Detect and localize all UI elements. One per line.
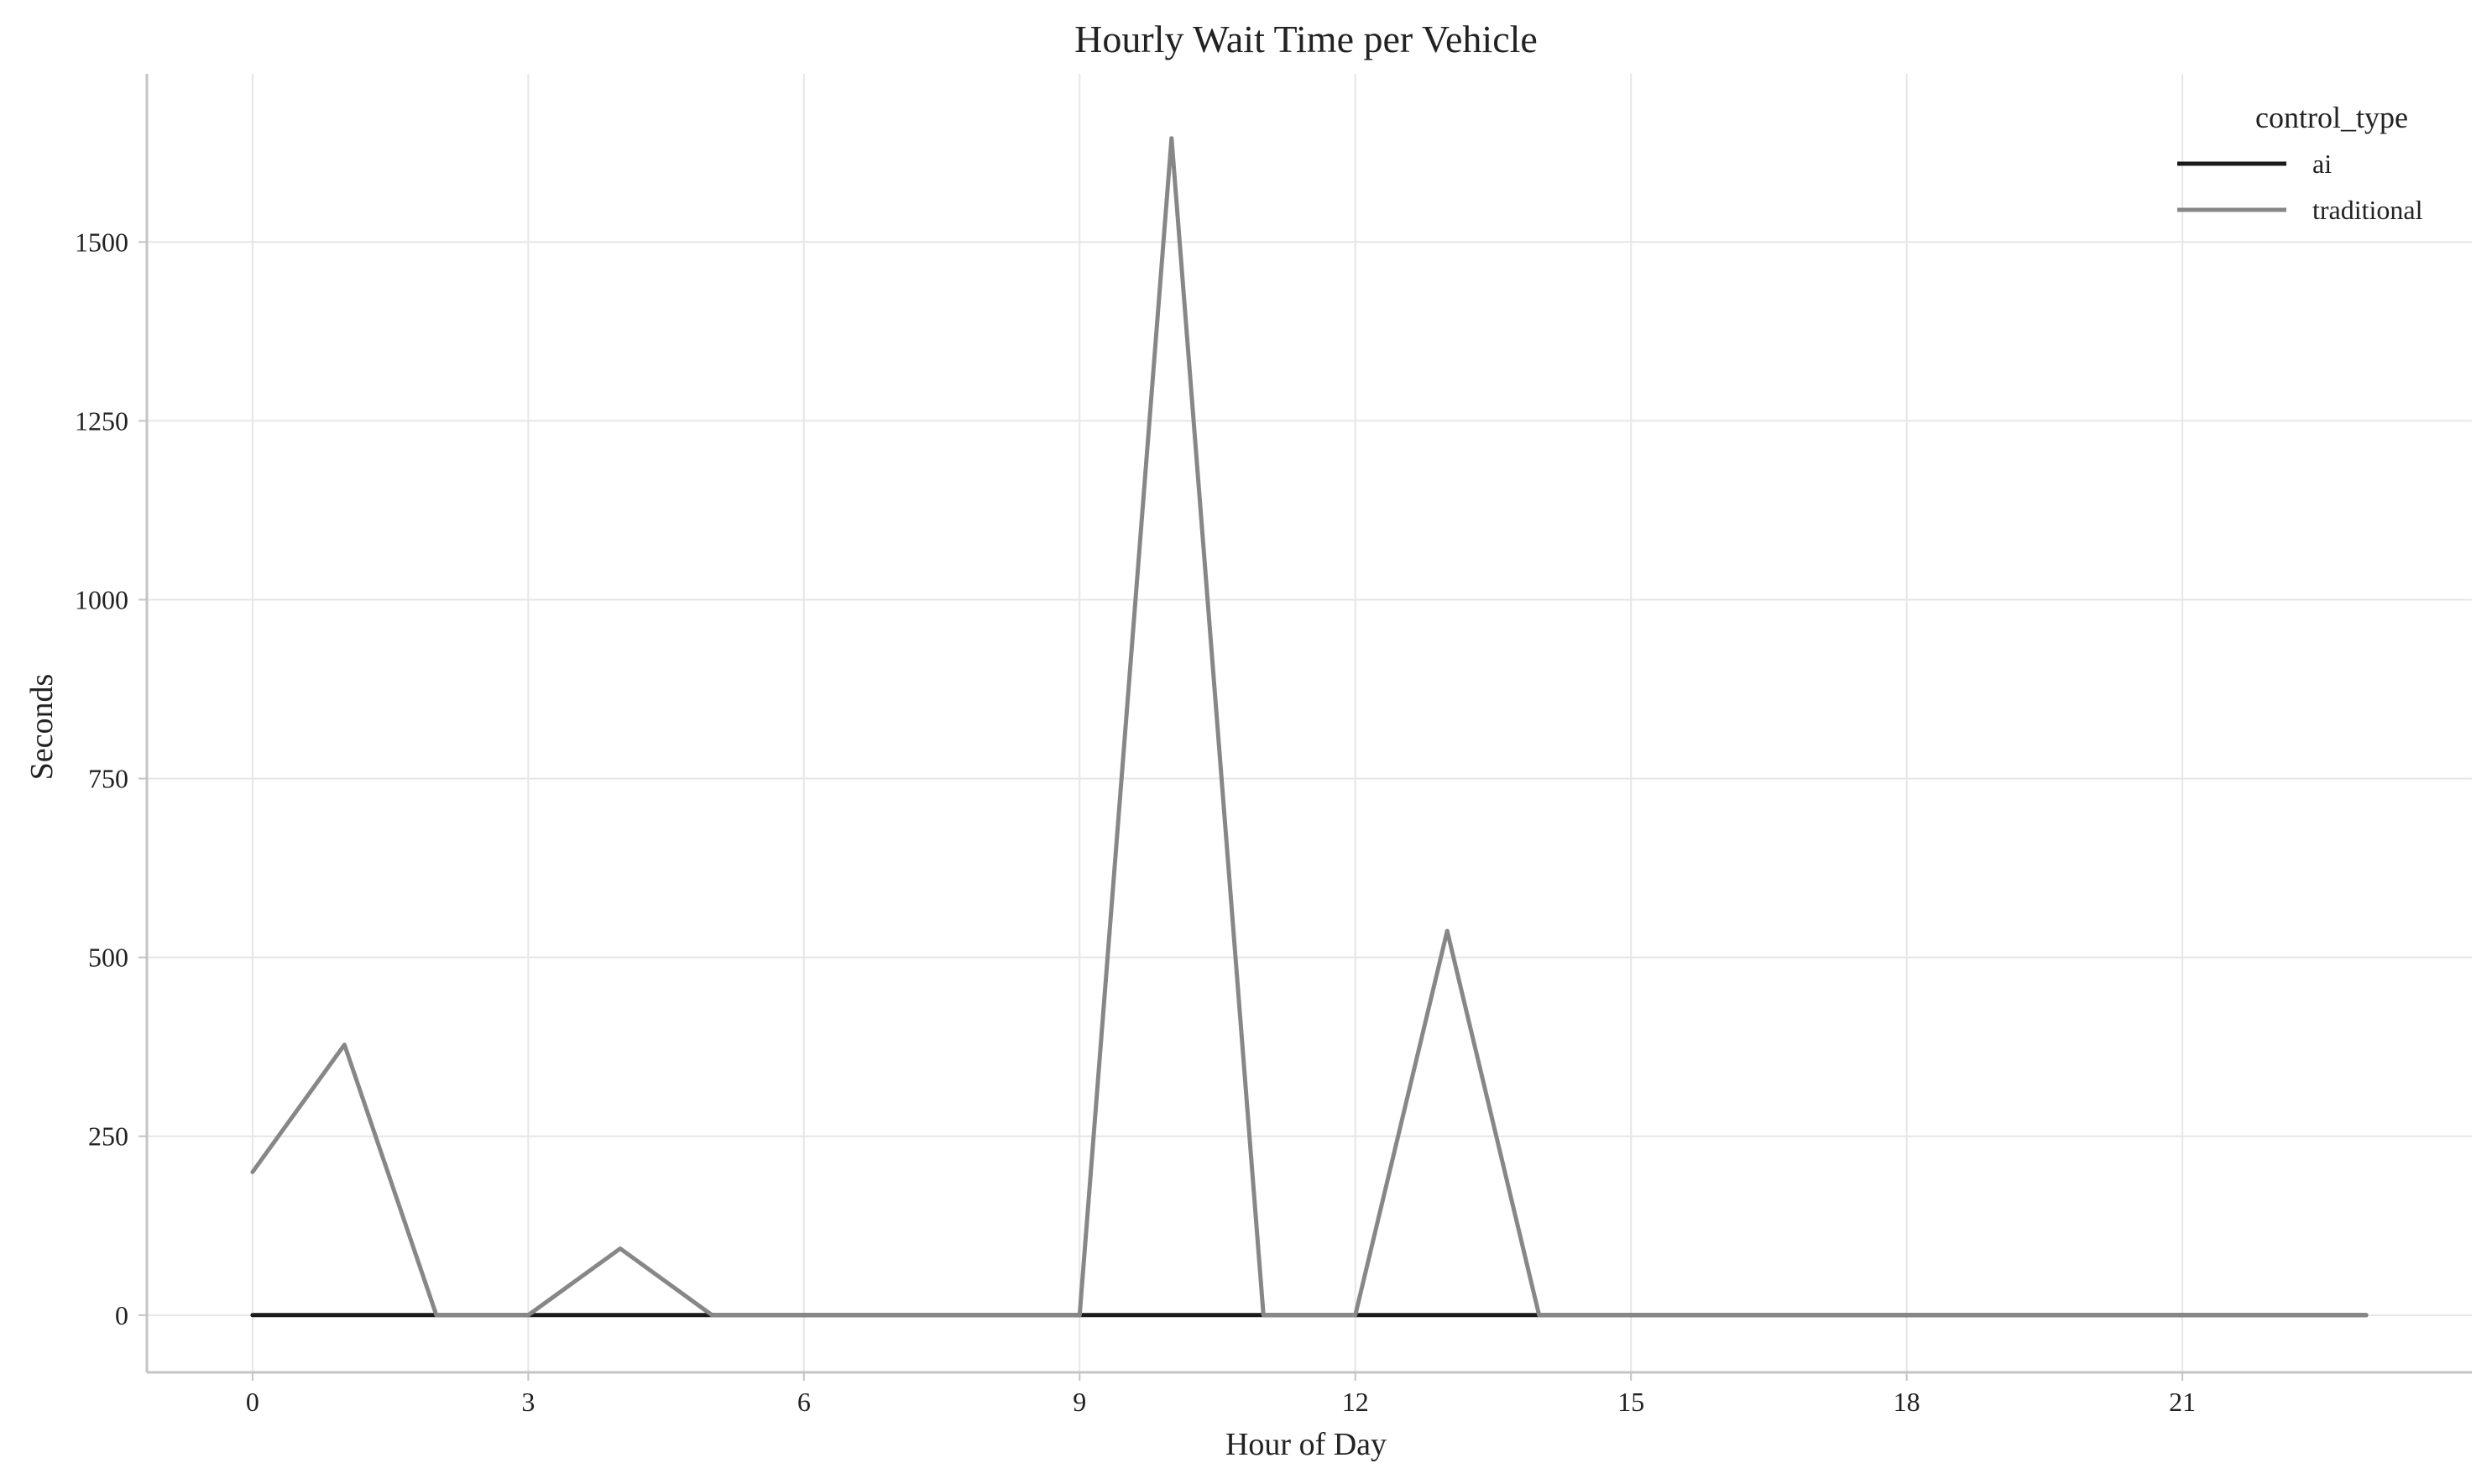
x-tick-label: 12: [1342, 1387, 1369, 1417]
x-axis-label: Hour of Day: [1225, 1427, 1387, 1462]
legend-title: control_type: [2255, 101, 2408, 134]
x-tick-label: 0: [246, 1387, 259, 1417]
chart-title: Hourly Wait Time per Vehicle: [1074, 18, 1538, 60]
y-axis-label: Seconds: [24, 674, 60, 781]
y-tick-label: 750: [88, 764, 128, 794]
x-tick-label: 18: [1894, 1387, 1920, 1417]
y-tick-label: 1500: [75, 227, 128, 257]
x-axis-ticks: 0 3 6 9 12 15 18 21: [246, 1372, 2196, 1417]
x-tick-label: 6: [797, 1387, 811, 1417]
x-tick-label: 3: [521, 1387, 535, 1417]
series-lines: [250, 136, 2369, 1318]
y-tick-label: 0: [115, 1300, 128, 1330]
x-tick-label: 9: [1073, 1387, 1086, 1417]
y-tick-label: 500: [88, 943, 128, 973]
x-tick-label: 21: [2169, 1387, 2196, 1417]
y-tick-label: 1000: [75, 584, 128, 614]
y-tick-label: 250: [88, 1121, 128, 1152]
x-tick-label: 15: [1617, 1387, 1644, 1417]
axes-spines: [145, 74, 2472, 1374]
y-tick-label: 1250: [75, 405, 128, 436]
legend-items: ai traditional: [2177, 149, 2423, 225]
legend-label-traditional: traditional: [2312, 195, 2423, 225]
grid: [147, 74, 2472, 1372]
legend: control_type ai traditional: [2177, 101, 2423, 225]
series-line-traditional: [250, 136, 2369, 1318]
y-axis-ticks: 0 250 500 750 1000 1250 1500: [75, 227, 147, 1330]
legend-label-ai: ai: [2312, 149, 2332, 179]
